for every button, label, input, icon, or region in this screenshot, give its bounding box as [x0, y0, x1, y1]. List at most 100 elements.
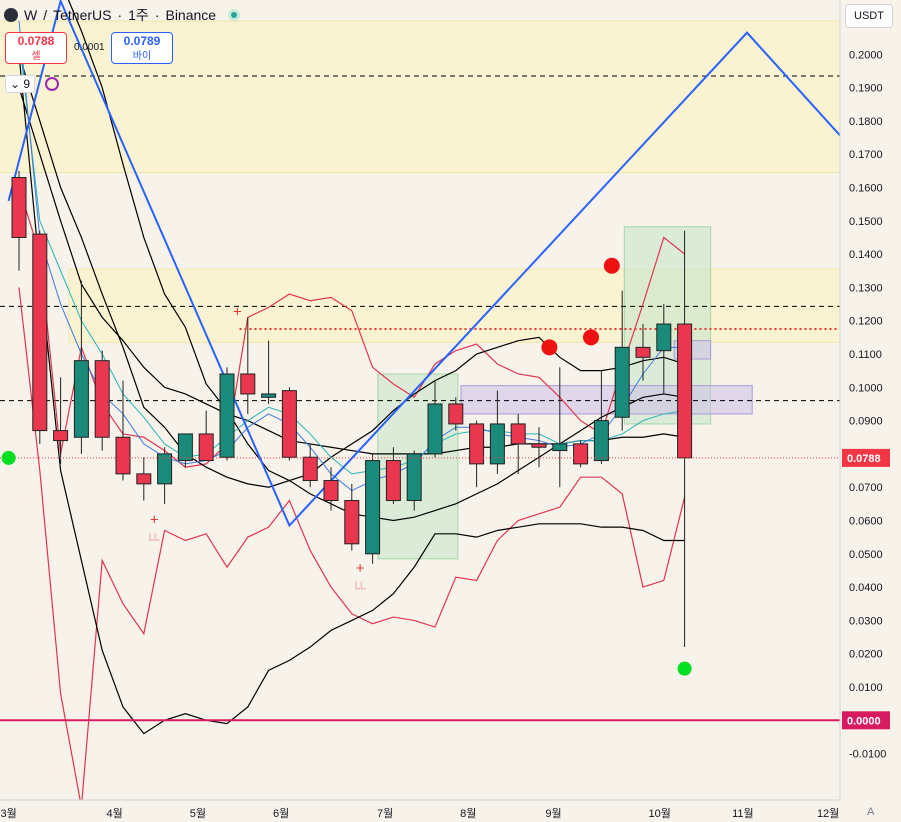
- plus-marker: +: [150, 512, 159, 529]
- candle-body: [240, 373, 256, 395]
- candle: [510, 413, 526, 474]
- signal-dot-red: [603, 257, 620, 274]
- indicator-toggle[interactable]: ⌄ 9: [5, 75, 36, 93]
- y-tick-label: 0.1700: [849, 149, 883, 161]
- candle: [531, 427, 547, 468]
- candle-body: [531, 443, 547, 448]
- y-tick-label: 0.0500: [849, 549, 883, 561]
- ma-line-black: [18, 54, 685, 488]
- candle: [177, 433, 193, 468]
- y-tick-label: 0.1200: [849, 316, 883, 328]
- indicator-count: 9: [23, 77, 31, 91]
- candle: [261, 340, 277, 404]
- candle-body: [53, 430, 69, 442]
- time-axis: 3월 4월 5월 6월 7월 8월 9월 10월 11월 12월: [0, 799, 840, 822]
- candle: [552, 367, 568, 488]
- y-tick-label: 0.0200: [849, 649, 883, 661]
- candle-body: [385, 460, 401, 502]
- candle-body: [510, 423, 526, 445]
- candle: [198, 410, 214, 462]
- sell-price: 0.0788: [17, 34, 55, 48]
- candle-body: [614, 346, 630, 418]
- candle-body: [302, 456, 318, 482]
- candle-body: [448, 403, 464, 425]
- indicator-legend[interactable]: ⌄ 9: [5, 74, 60, 94]
- y-tick-label: 0.0100: [849, 682, 883, 694]
- dot-separator: ·: [154, 7, 160, 23]
- candle-body: [406, 453, 422, 502]
- plot-area: + LL + LL +: [0, 0, 840, 800]
- buy-price: 0.0789: [123, 34, 161, 48]
- x-tick-label: 11월: [732, 807, 754, 820]
- sync-icon[interactable]: [45, 77, 60, 91]
- candle-body: [11, 177, 27, 238]
- y-tick-label: 0.1300: [849, 282, 883, 294]
- candle-body: [219, 373, 235, 458]
- band-line-black: [18, 54, 685, 735]
- ma-line-cyan: [18, 37, 685, 475]
- candle: [281, 387, 297, 461]
- candle-body: [344, 500, 360, 545]
- candle-body: [573, 443, 589, 465]
- candle-body: [73, 360, 89, 438]
- candle: [53, 377, 69, 464]
- x-tick-label: 12월: [817, 807, 839, 820]
- y-tick-label: 0.0400: [849, 582, 883, 594]
- candle-body: [281, 390, 297, 458]
- signal-dot-red: [541, 339, 558, 356]
- candle-body: [115, 436, 131, 475]
- spread-value: 0.0001: [74, 42, 105, 53]
- signal-dot-red: [583, 329, 599, 346]
- candle: [635, 324, 651, 381]
- candle-body: [177, 433, 193, 462]
- x-tick-label: 8월: [460, 807, 476, 820]
- y-tick-label: 0.1100: [849, 349, 882, 361]
- y-tick-label: 0.1800: [849, 116, 883, 128]
- candle: [240, 317, 256, 414]
- x-tick-label: 7월: [377, 807, 393, 820]
- candle: [157, 447, 173, 504]
- candle-body: [427, 403, 443, 455]
- candle: [593, 370, 609, 464]
- candle: [573, 440, 589, 468]
- interval-label: 1주: [128, 7, 149, 23]
- y-tick-label: -0.0100: [849, 749, 886, 761]
- candle-body: [469, 423, 485, 465]
- auto-scale-button[interactable]: A: [867, 806, 875, 818]
- candle-body: [94, 360, 110, 438]
- candle-body: [32, 233, 48, 432]
- y-tick-label: 0.0300: [849, 615, 883, 627]
- candle: [406, 450, 422, 511]
- price-tag-label: 0.0000: [847, 715, 881, 727]
- candle: [136, 457, 152, 501]
- band-line-red: [18, 287, 686, 800]
- x-tick-label: 9월: [545, 807, 561, 820]
- symbol-header[interactable]: W / TetherUS · 1주 · Binance: [4, 5, 241, 25]
- candle: [32, 230, 48, 444]
- candle: [344, 483, 360, 551]
- slash-separator: /: [43, 7, 48, 23]
- ll-label: LL: [355, 581, 367, 592]
- zone-purple: [460, 385, 753, 415]
- candle: [365, 453, 381, 564]
- candle-body: [552, 443, 568, 452]
- token-logo-icon: [4, 8, 18, 22]
- candle-body: [136, 473, 152, 485]
- candle-body: [593, 420, 609, 462]
- ll-label: LL: [149, 533, 161, 544]
- y-tick-label: 0.0700: [849, 482, 883, 494]
- currency-selector[interactable]: USDT: [845, 4, 893, 28]
- buy-button[interactable]: 0.0789 바이: [111, 32, 173, 64]
- x-tick-label: 4월: [107, 807, 123, 820]
- candle: [302, 443, 318, 488]
- candle: [115, 380, 131, 481]
- sell-button[interactable]: 0.0788 셀: [5, 32, 67, 64]
- candle-body: [489, 423, 505, 465]
- band-line-red: [18, 187, 685, 468]
- candle: [448, 397, 464, 431]
- candle: [489, 390, 505, 474]
- x-tick-label: 10월: [648, 807, 670, 820]
- candle-body: [365, 460, 381, 555]
